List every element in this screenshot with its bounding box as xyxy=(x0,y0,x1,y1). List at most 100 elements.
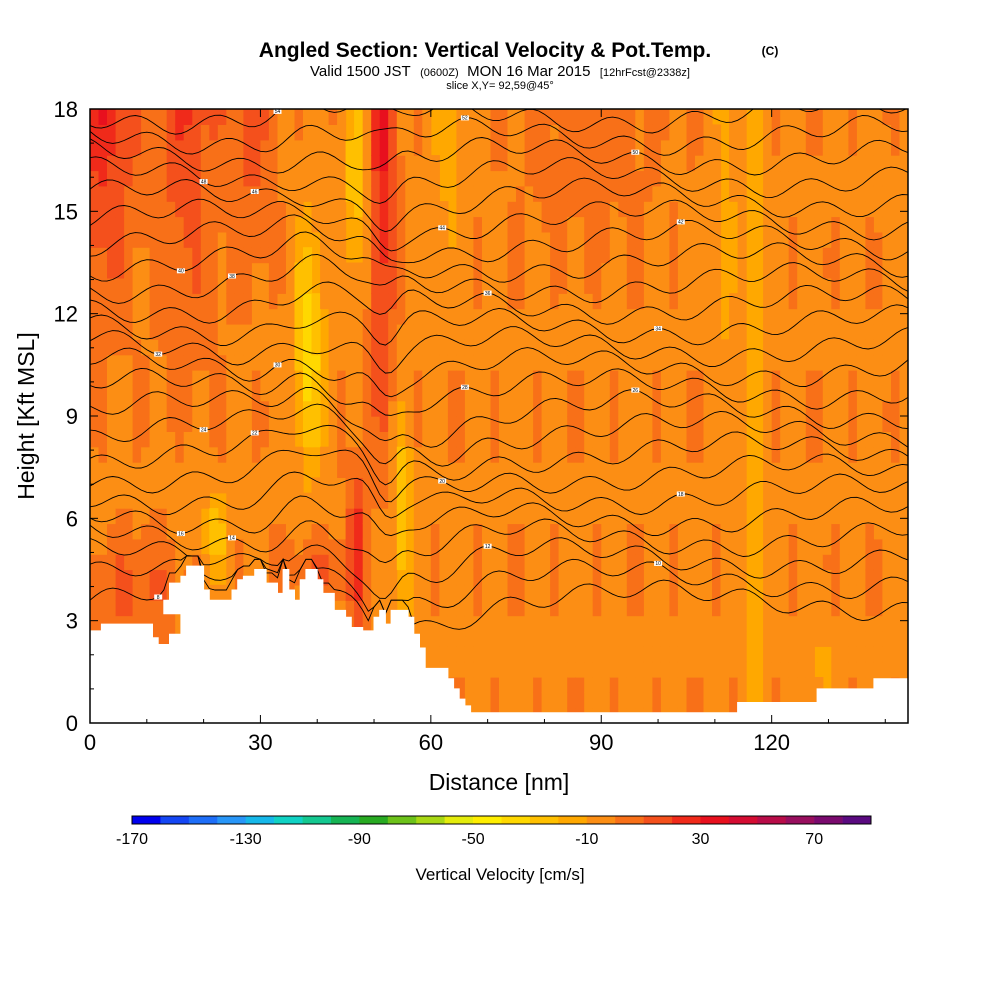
velocity-cell xyxy=(507,569,517,586)
velocity-cell xyxy=(499,492,509,509)
velocity-cell xyxy=(831,677,841,693)
velocity-cell xyxy=(251,431,261,448)
velocity-cell xyxy=(737,354,747,371)
velocity-cell xyxy=(899,323,908,340)
velocity-cell xyxy=(550,385,560,402)
velocity-cell xyxy=(533,262,543,279)
velocity-cell xyxy=(839,124,849,141)
velocity-cell xyxy=(456,370,466,386)
velocity-cell xyxy=(430,416,440,432)
velocity-cell xyxy=(149,323,159,340)
velocity-cell xyxy=(865,523,875,540)
velocity-cell xyxy=(737,277,747,294)
velocity-cell xyxy=(575,262,585,279)
velocity-cell xyxy=(115,538,125,555)
velocity-cell xyxy=(763,416,773,432)
velocity-cell xyxy=(464,431,474,448)
velocity-cell xyxy=(550,477,560,494)
velocity-cell xyxy=(558,339,568,356)
velocity-cell xyxy=(124,416,134,432)
velocity-cell xyxy=(464,277,474,294)
velocity-cell xyxy=(524,462,534,478)
velocity-cell xyxy=(856,400,866,417)
velocity-cell xyxy=(507,385,517,402)
velocity-cell xyxy=(158,277,168,294)
velocity-cell xyxy=(405,277,415,294)
velocity-cell xyxy=(797,538,807,555)
velocity-cell xyxy=(507,446,517,463)
velocity-cell xyxy=(780,492,790,509)
velocity-cell xyxy=(839,308,849,325)
velocity-cell xyxy=(482,109,492,110)
velocity-cell xyxy=(626,262,636,279)
velocity-cell xyxy=(822,170,832,187)
velocity-cell xyxy=(805,385,815,402)
velocity-cell xyxy=(686,155,696,172)
velocity-cell xyxy=(243,308,253,325)
velocity-cell xyxy=(584,339,594,356)
velocity-cell xyxy=(848,523,858,540)
velocity-cell xyxy=(737,523,747,540)
velocity-cell xyxy=(303,109,313,125)
velocity-cell xyxy=(456,201,466,218)
velocity-cell xyxy=(328,554,338,571)
velocity-cell xyxy=(166,554,176,571)
velocity-cell xyxy=(618,385,628,402)
velocity-cell xyxy=(891,277,901,294)
velocity-cell xyxy=(635,584,645,601)
velocity-cell xyxy=(592,523,602,540)
velocity-cell xyxy=(873,538,883,555)
velocity-cell xyxy=(422,523,432,540)
velocity-cell xyxy=(320,216,330,233)
velocity-cell xyxy=(166,277,176,294)
velocity-cell xyxy=(643,508,653,525)
velocity-cell xyxy=(413,462,423,478)
velocity-cell xyxy=(354,262,364,279)
velocity-cell xyxy=(848,201,858,218)
velocity-cell xyxy=(379,262,389,279)
velocity-cell xyxy=(524,155,534,172)
velocity-cell xyxy=(584,692,594,709)
theta-label-bg xyxy=(654,560,663,566)
velocity-cell xyxy=(294,554,304,571)
velocity-cell xyxy=(166,400,176,417)
velocity-cell xyxy=(192,339,202,356)
colorbar-tick-label: -90 xyxy=(348,831,371,848)
theta-contour xyxy=(90,137,908,176)
velocity-cell xyxy=(797,462,807,478)
velocity-cell xyxy=(669,446,679,463)
velocity-cell xyxy=(771,109,781,110)
velocity-cell xyxy=(320,569,330,586)
velocity-cell xyxy=(618,354,628,371)
velocity-cell xyxy=(396,155,406,172)
velocity-cell xyxy=(686,308,696,325)
velocity-cell xyxy=(788,523,798,540)
velocity-cell xyxy=(805,139,815,156)
velocity-cell xyxy=(422,155,432,172)
velocity-cell xyxy=(882,615,892,632)
velocity-cell xyxy=(362,385,372,402)
velocity-cell xyxy=(873,584,883,601)
velocity-cell xyxy=(805,538,815,555)
velocity-cell xyxy=(413,400,423,417)
velocity-cell xyxy=(124,139,134,156)
velocity-cell xyxy=(234,462,244,478)
velocity-cell xyxy=(865,431,875,448)
velocity-cell xyxy=(865,416,875,432)
velocity-cell xyxy=(388,385,398,402)
velocity-cell xyxy=(482,139,492,156)
velocity-cell xyxy=(601,262,611,279)
velocity-cell xyxy=(601,492,611,509)
velocity-cell xyxy=(430,277,440,294)
velocity-cell xyxy=(805,661,815,678)
velocity-cell xyxy=(294,508,304,525)
velocity-cell xyxy=(873,370,883,386)
velocity-cell xyxy=(217,339,227,356)
velocity-cell xyxy=(558,277,568,294)
velocity-cell xyxy=(234,201,244,218)
velocity-cell xyxy=(490,400,500,417)
velocity-cell xyxy=(703,400,713,417)
velocity-cell xyxy=(362,277,372,294)
velocity-cell xyxy=(482,339,492,356)
theta-label-bg xyxy=(460,115,469,121)
